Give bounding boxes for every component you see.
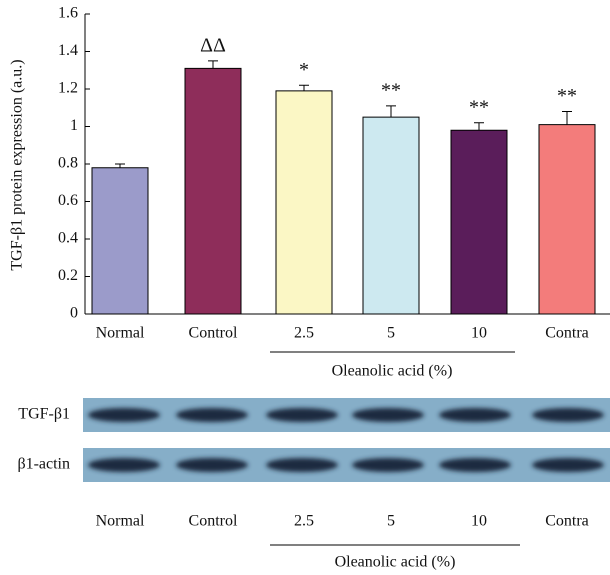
x-tick-label: 5 bbox=[387, 325, 395, 342]
group-label: Oleanolic acid (%) bbox=[335, 554, 456, 571]
blot-row-label: TGF-β1 bbox=[18, 406, 70, 423]
y-tick-label: 1 bbox=[70, 117, 78, 134]
x-tick-label: Normal bbox=[96, 325, 145, 342]
annotation: ** bbox=[381, 79, 401, 101]
group-label: Oleanolic acid (%) bbox=[332, 363, 453, 380]
y-tick-label: 1.6 bbox=[58, 5, 78, 22]
y-tick-label: 1.4 bbox=[58, 42, 78, 59]
blot-band bbox=[439, 458, 511, 472]
y-axis-title: TGF-β1 protein expression (a.u.) bbox=[9, 59, 26, 270]
blot-band bbox=[352, 458, 424, 472]
lane-label: Normal bbox=[96, 513, 145, 530]
y-tick-label: 0 bbox=[70, 305, 78, 322]
lane-label: Contra bbox=[545, 513, 589, 530]
blot-band bbox=[532, 408, 604, 422]
lane-label: Control bbox=[189, 513, 238, 530]
annotation: ΔΔ bbox=[200, 34, 226, 56]
lane-label: 5 bbox=[387, 513, 395, 530]
y-tick-label: 0.4 bbox=[58, 230, 78, 247]
blot-row-label: β1-actin bbox=[17, 456, 70, 473]
bar bbox=[362, 116, 420, 315]
annotation: * bbox=[299, 59, 309, 81]
bar bbox=[184, 67, 242, 315]
lane-label: 2.5 bbox=[294, 513, 314, 530]
blot-band bbox=[176, 408, 248, 422]
bar bbox=[275, 90, 333, 315]
y-tick-label: 0.8 bbox=[58, 155, 78, 172]
blot-band bbox=[88, 408, 160, 422]
blot-band bbox=[266, 408, 338, 422]
x-tick-label: 2.5 bbox=[294, 325, 314, 342]
blot-strip bbox=[83, 448, 610, 482]
annotation: ** bbox=[557, 85, 577, 107]
bar bbox=[450, 129, 508, 315]
blot-band bbox=[352, 408, 424, 422]
lane-label: 10 bbox=[471, 513, 487, 530]
bar bbox=[538, 124, 596, 315]
blot-strip bbox=[83, 398, 610, 432]
x-tick-label: Contra bbox=[545, 325, 589, 342]
blot-band bbox=[266, 458, 338, 472]
y-tick-label: 0.2 bbox=[58, 267, 78, 284]
y-tick-label: 0.6 bbox=[58, 192, 78, 209]
blot bbox=[83, 398, 610, 482]
x-tick-label: Control bbox=[189, 325, 238, 342]
blot-band bbox=[532, 458, 604, 472]
annotation: ** bbox=[469, 96, 489, 118]
x-tick-label: 10 bbox=[471, 325, 487, 342]
blot-band bbox=[439, 408, 511, 422]
y-tick-label: 1.2 bbox=[58, 80, 78, 97]
blot-band bbox=[176, 458, 248, 472]
bar bbox=[91, 167, 149, 315]
blot-band bbox=[88, 458, 160, 472]
